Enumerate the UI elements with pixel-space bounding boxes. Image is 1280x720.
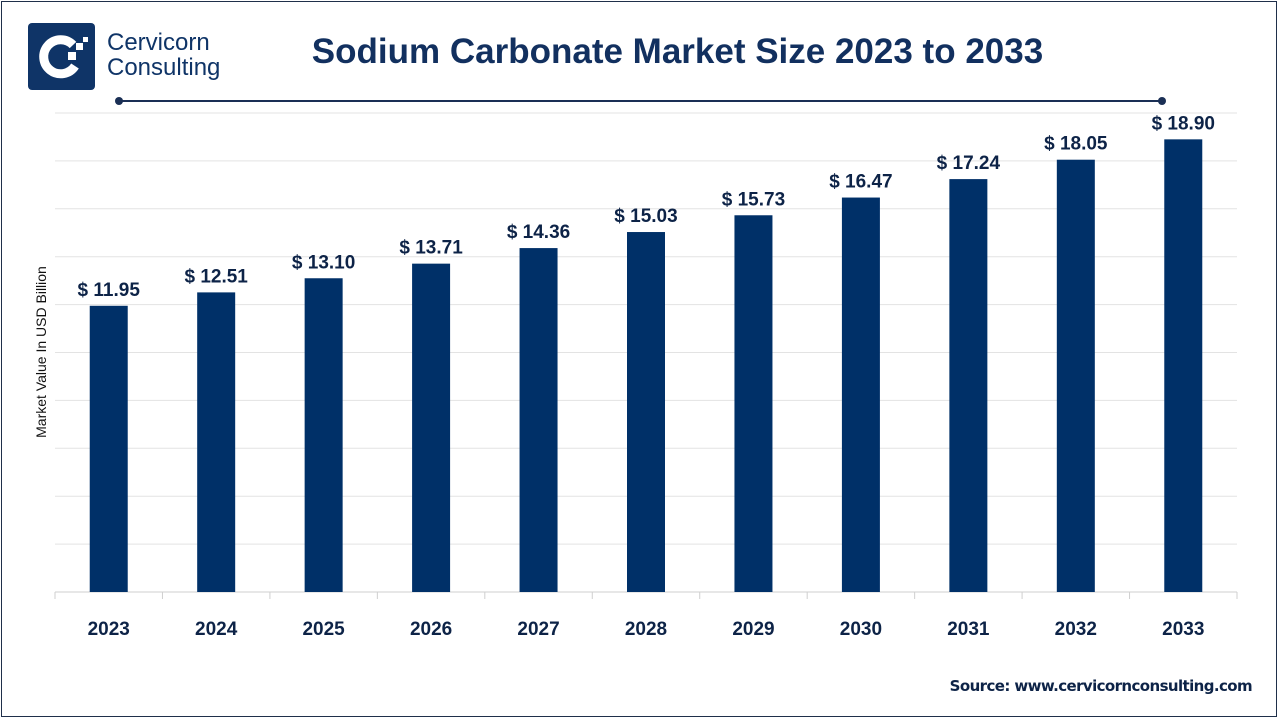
bar-2029 [734, 215, 773, 593]
rule-dot-right [1158, 97, 1166, 105]
bar-2033 [1164, 139, 1203, 592]
data-label: $ 13.71 [399, 238, 463, 259]
data-label: $ 15.03 [614, 206, 677, 227]
x-tick-label: 2027 [517, 619, 559, 640]
x-tick-label: 2030 [840, 619, 882, 640]
bar-2023 [89, 305, 128, 592]
bar-2027 [519, 248, 558, 592]
data-label: $ 11.95 [78, 280, 141, 301]
chart-title: Sodium Carbonate Market Size 2023 to 203… [311, 32, 1044, 71]
data-label: $ 14.36 [507, 222, 570, 243]
x-tick-label: 2024 [195, 619, 238, 640]
x-tick-label: 2029 [732, 619, 774, 640]
cervicorn-logo-icon [28, 23, 95, 90]
source-note: Source: www.cervicornconsulting.com [949, 677, 1253, 695]
bar-2030 [841, 197, 880, 592]
bar-2032 [1056, 159, 1095, 592]
x-tick-label: 2031 [947, 619, 990, 640]
bar-2024 [197, 292, 236, 592]
x-tick-label: 2026 [410, 619, 452, 640]
brand-line-2: Consulting [107, 54, 221, 81]
data-label: $ 13.10 [292, 252, 355, 273]
x-tick-label: 2033 [1162, 619, 1204, 640]
brand-name: Cervicorn Consulting [107, 30, 220, 80]
bar-2031 [949, 179, 988, 593]
bar-2026 [412, 263, 451, 592]
x-tick-label: 2032 [1055, 619, 1097, 640]
bar-2025 [304, 278, 343, 592]
x-tick-label: 2028 [625, 619, 667, 640]
data-label: $ 18.05 [1044, 134, 1108, 155]
data-label: $ 17.24 [937, 153, 1001, 174]
x-tick-label: 2025 [302, 619, 345, 640]
data-label: $ 16.47 [829, 172, 892, 193]
data-label: $ 15.73 [722, 189, 785, 210]
rule-dot-left [115, 97, 123, 105]
bar-2028 [627, 232, 665, 592]
title-rule [119, 100, 1162, 102]
data-label: $ 12.51 [184, 266, 248, 287]
brand-line-1: Cervicorn [107, 29, 210, 56]
data-label: $ 18.90 [1152, 113, 1215, 134]
x-tick-label: 2023 [88, 619, 130, 640]
